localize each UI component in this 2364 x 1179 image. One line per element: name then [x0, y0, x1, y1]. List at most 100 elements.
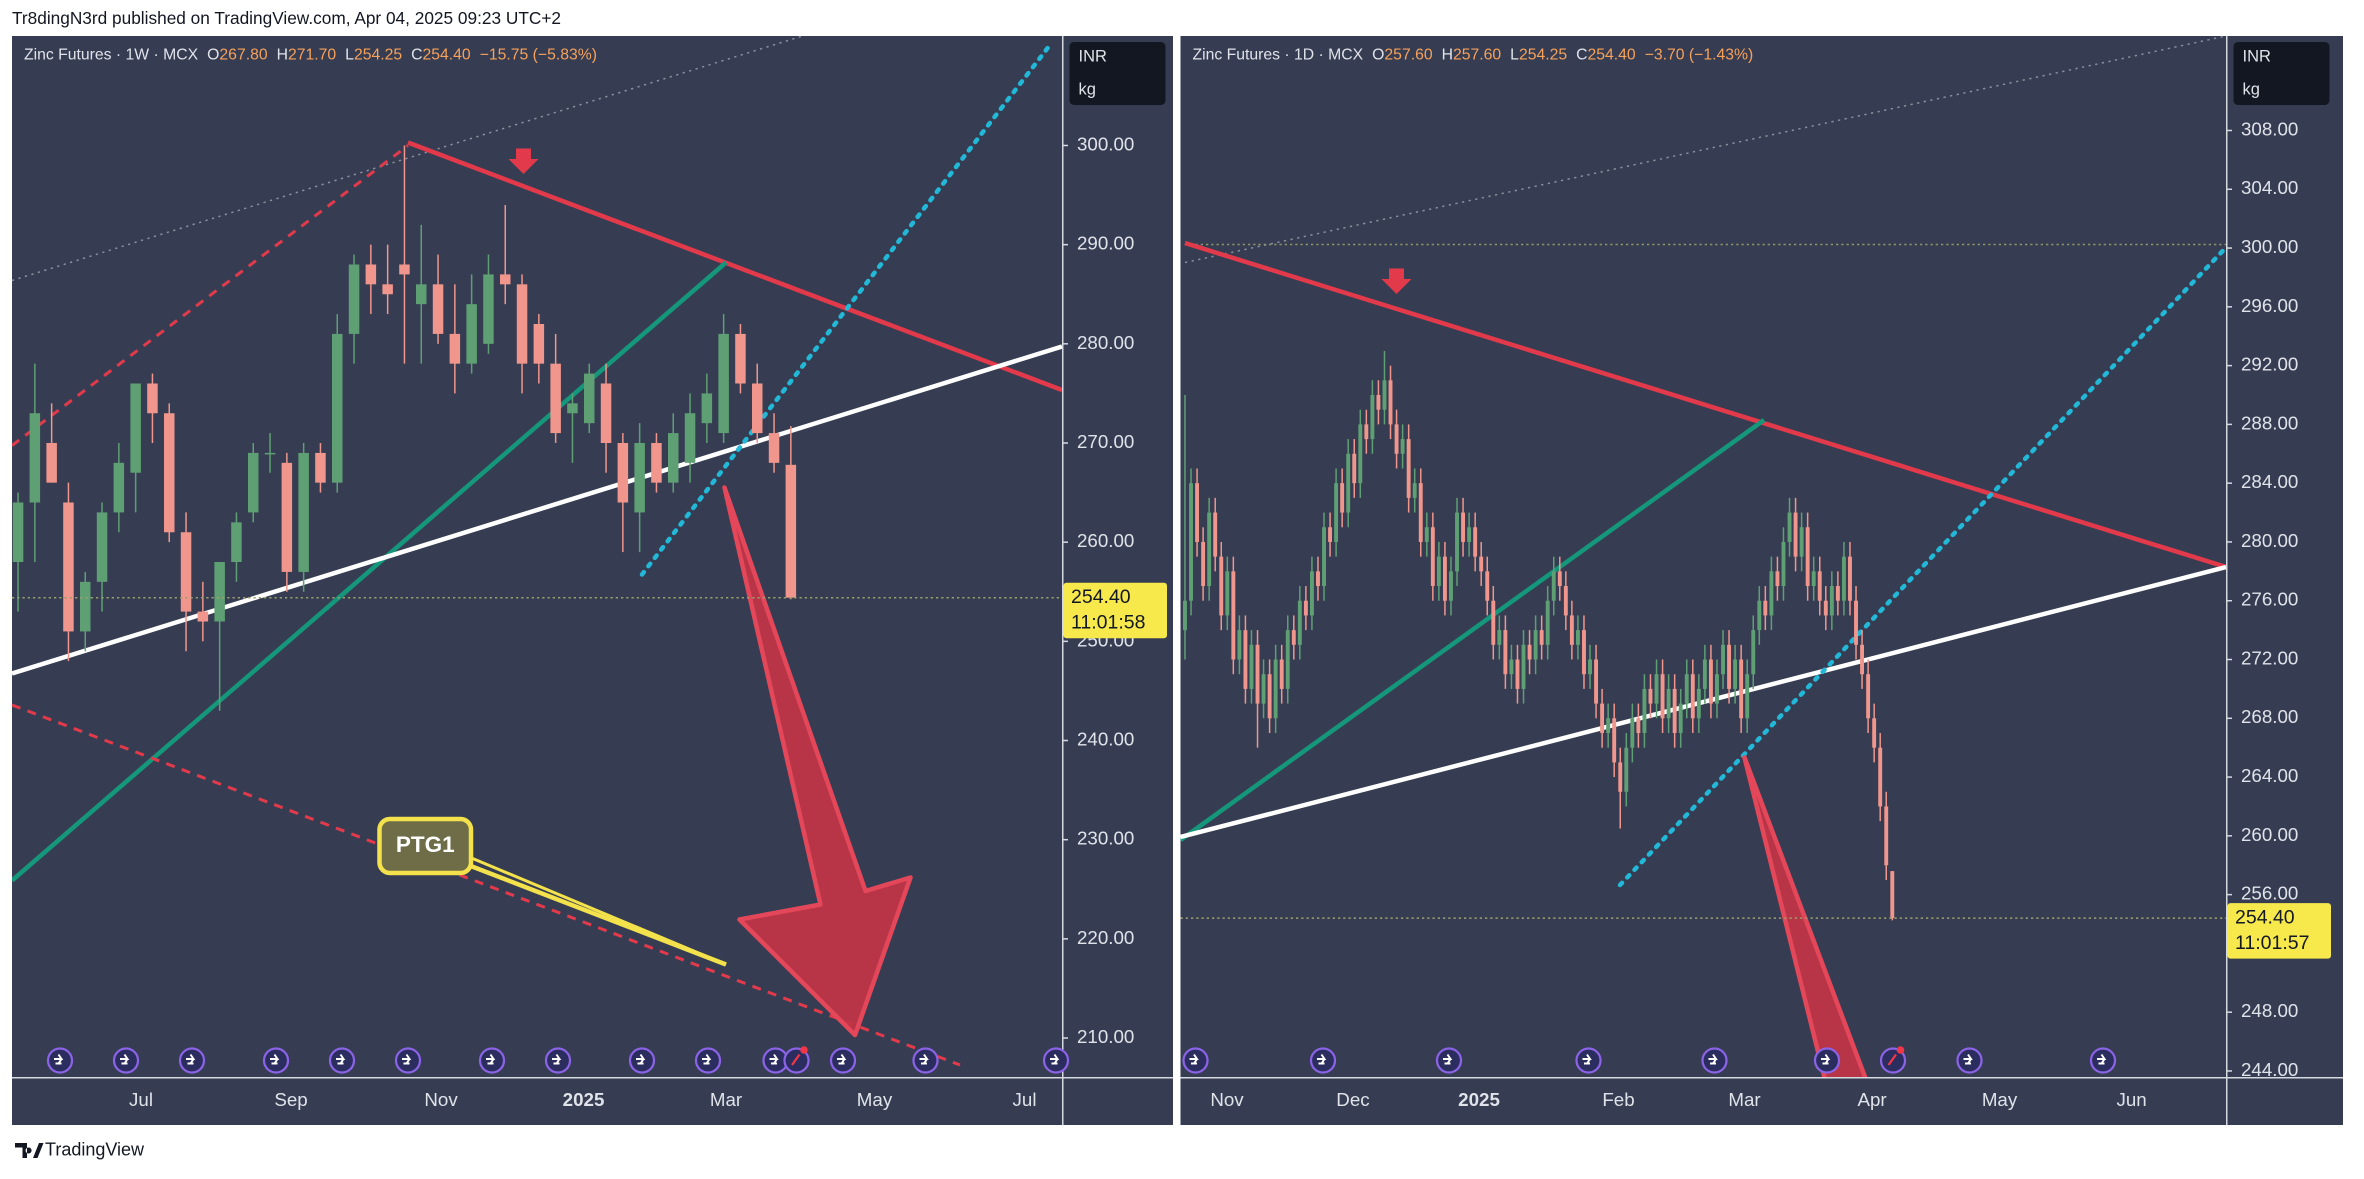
candle-body	[1841, 556, 1846, 601]
candle-body	[29, 413, 41, 503]
y-tick-label: 248.00	[2241, 1000, 2298, 1021]
candle-body	[315, 452, 326, 483]
candle-body	[1473, 527, 1478, 557]
candle-body	[1430, 527, 1435, 587]
x-tick-label: Mar	[1728, 1089, 1760, 1110]
candle-body	[1866, 674, 1871, 719]
candle-body	[1418, 483, 1423, 542]
candle-body	[1497, 630, 1502, 645]
event-icon-glyph	[769, 1053, 779, 1065]
y-tick-label: 292.00	[2241, 354, 2298, 375]
candle-body	[1285, 630, 1290, 689]
candle-body	[1787, 512, 1792, 542]
event-icon-glyph	[186, 1053, 196, 1065]
candle-body	[1733, 659, 1738, 689]
candle-body	[399, 264, 410, 275]
candle-body	[634, 442, 645, 513]
event-icon-glyph	[54, 1053, 64, 1065]
candle-body	[1255, 644, 1260, 704]
currency: INR	[2243, 47, 2272, 65]
candle-body	[1557, 571, 1562, 587]
candle-body	[1799, 527, 1804, 557]
candle-body	[1588, 659, 1592, 675]
candle-body	[1455, 512, 1459, 572]
candles-left	[12, 145, 797, 711]
y-tick-label: 210.00	[1077, 1026, 1134, 1047]
candle-body	[1660, 674, 1665, 719]
unit: kg	[2243, 80, 2260, 98]
candle-body	[1267, 674, 1272, 719]
candle-body	[96, 512, 108, 582]
candle-body	[1467, 527, 1472, 542]
candle-body	[1860, 644, 1865, 675]
event-icon-glyph	[702, 1053, 712, 1065]
y-tick-label: 272.00	[2241, 647, 2298, 668]
candle-body	[180, 532, 192, 612]
y-tick-label: 280.00	[1077, 332, 1134, 353]
panel-left	[12, 36, 1173, 1125]
y-tick-label: 256.00	[2241, 883, 2298, 904]
candle-body	[12, 502, 24, 563]
candle-body	[533, 323, 545, 364]
candle-body	[1491, 600, 1496, 645]
candle-body	[1793, 512, 1798, 557]
y-tick-label: 264.00	[2241, 765, 2298, 786]
ohlc-key: O	[207, 47, 219, 64]
candle-body	[1364, 424, 1369, 440]
countdown-label: 11:01:58	[1071, 611, 1145, 633]
candle-body	[1358, 424, 1363, 484]
y-tick-label: 300.00	[1077, 133, 1134, 154]
candle-body	[1739, 659, 1744, 719]
candle-body	[1183, 600, 1187, 631]
change: −15.75 (−5.83%)	[480, 47, 597, 64]
candle-body	[1442, 556, 1447, 601]
overlay: 300.00290.00280.00270.00260.00250.00240.…	[12, 42, 2331, 1110]
candle-body	[163, 413, 175, 533]
ohlc-key: L	[1510, 47, 1519, 64]
candle-body	[1872, 718, 1877, 748]
trend-line	[407, 140, 1062, 393]
drawings-left: PTG1	[12, 36, 1062, 1067]
event-icon-glyph	[791, 1053, 801, 1066]
candle-body	[1461, 512, 1466, 542]
trend-line	[1180, 564, 2226, 840]
event-icon-glyph	[1582, 1053, 1592, 1065]
event-alert	[1896, 1046, 1905, 1054]
event-icon-glyph	[1821, 1053, 1831, 1065]
candle-body	[1781, 541, 1786, 587]
candle-body	[79, 581, 91, 632]
candle-body	[1690, 674, 1695, 719]
candle-body	[1207, 512, 1212, 587]
candle-body	[214, 562, 225, 622]
symbol-legend: Zinc Futures · 1W · MCX O267.80 H271.70 L25…	[24, 47, 597, 64]
candle-body	[1273, 659, 1278, 719]
projection-arrow	[722, 485, 913, 1038]
candle-body	[1721, 644, 1725, 675]
event-icon-glyph	[2097, 1053, 2107, 1065]
trend-line	[12, 344, 1062, 676]
unit: kg	[1079, 80, 1096, 98]
candle-body	[113, 462, 125, 513]
trend-line	[639, 42, 1053, 577]
candle-body	[1303, 600, 1308, 616]
event-icon-glyph	[1443, 1053, 1453, 1065]
event-icon-glyph	[336, 1053, 346, 1065]
candle-body	[365, 264, 377, 285]
candle-body	[600, 383, 612, 443]
candle-body	[751, 383, 763, 434]
x-tick-label: May	[857, 1089, 893, 1110]
candle-body	[1624, 747, 1629, 792]
event-icon-glyph	[1317, 1053, 1327, 1065]
x-tick-label: Nov	[1210, 1089, 1244, 1110]
candle-body	[1316, 571, 1320, 587]
trend-line	[12, 144, 409, 447]
currency-box	[1069, 42, 1166, 105]
price-label-box	[2227, 903, 2331, 959]
candle-body	[1527, 644, 1532, 660]
candle-body	[466, 304, 477, 364]
candle-body	[1751, 630, 1756, 675]
candle-body	[1642, 688, 1647, 733]
event-alert	[800, 1046, 808, 1054]
candle-body	[785, 464, 797, 598]
ohlc-value: 267.80	[219, 47, 267, 64]
